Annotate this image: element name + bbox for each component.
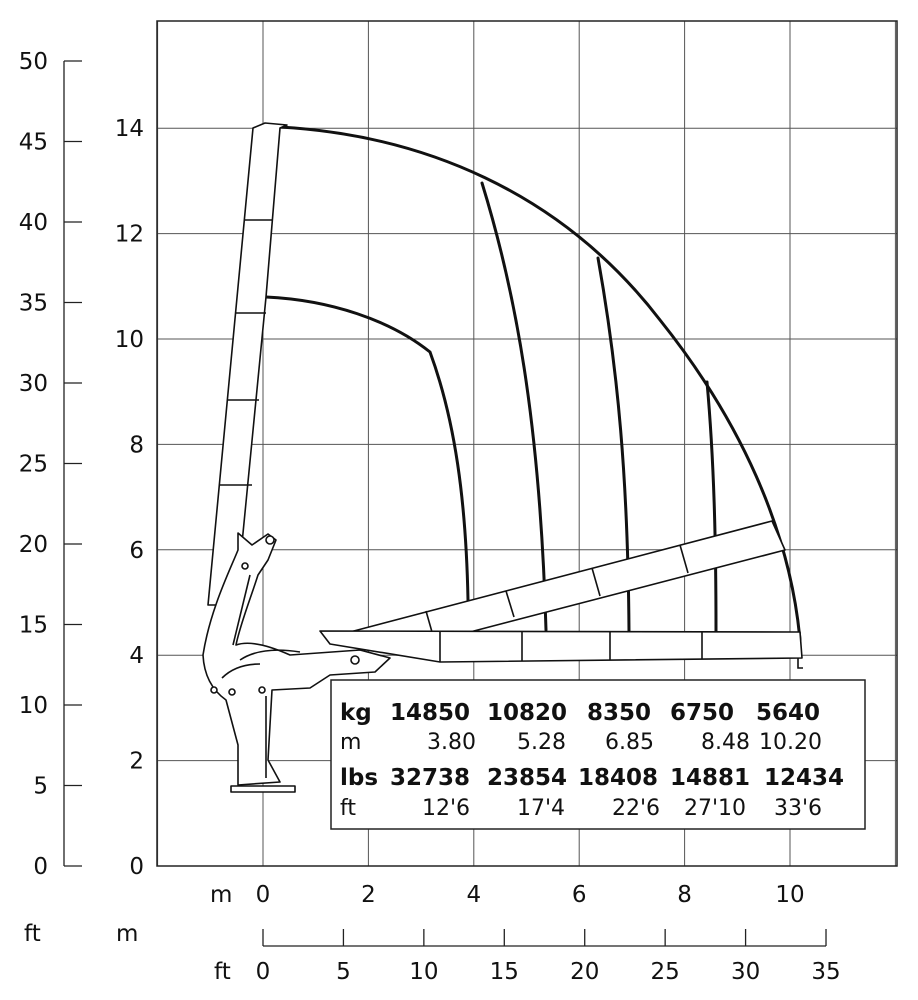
lbs-value: 32738: [390, 765, 470, 791]
envelope-line-5-28m: [480, 181, 548, 632]
kg-value: 8350: [587, 700, 651, 726]
ft-axis-left-tick-label: 10: [19, 693, 48, 719]
m-value: 6.85: [605, 730, 654, 755]
ft-axis-left-tick-label: 0: [33, 854, 48, 880]
m-axis-left-tick-label: 4: [129, 643, 144, 669]
inclined-boom: [349, 520, 786, 633]
crane-foot: [230, 785, 296, 793]
ft-axis-bottom: 0 5 10 15 20 25 30 35: [256, 929, 841, 985]
ft-axis-bottom-tick-label: 10: [409, 959, 438, 985]
ft-axis-left-tick-label: 5: [33, 774, 48, 800]
ft-axis-bottom-tick-label: 30: [731, 959, 760, 985]
m-axis-left-tick-label: 6: [129, 538, 144, 564]
ft-axis-left-tick-label: 30: [19, 371, 48, 397]
m-value: 10.20: [759, 730, 822, 755]
ft-value: 22'6: [612, 796, 660, 821]
crane-column: [202, 532, 391, 786]
m-axis-left-tick-label: 10: [115, 327, 144, 353]
m-axis-left-tick-label: 0: [129, 854, 144, 880]
m-axis-left-tick-label: 8: [129, 432, 144, 458]
ft-axis-left-tick-label: 25: [19, 452, 48, 478]
m-axis-bottom-tick-label: 4: [466, 882, 481, 908]
m-value: 5.28: [517, 730, 566, 755]
ft-axis-left-unit: ft: [24, 921, 41, 947]
m-axis-left-tick-label: 12: [115, 222, 144, 248]
ft-axis-bottom-tick-label: 0: [256, 959, 271, 985]
ft-axis-bottom-tick-label: 25: [651, 959, 680, 985]
lbs-value: 12434: [764, 765, 844, 791]
ft-axis-bottom-tick-label: 15: [490, 959, 519, 985]
chart-frame: [156, 20, 898, 867]
kg-value: 5640: [756, 700, 820, 726]
vertical-boom: [207, 122, 288, 606]
grid: [157, 21, 897, 866]
kg-value: 10820: [487, 700, 567, 726]
envelope-inner-arc: [264, 295, 470, 602]
ft-axis-left-tick-label: 15: [19, 613, 48, 639]
load-table: kg 14850 10820 8350 6750 5640 m 3.80 5.2…: [330, 679, 866, 830]
ft-axis-left-tick-label: 40: [19, 210, 48, 236]
m-axis-left-unit: m: [116, 921, 138, 947]
ft-value: 17'4: [517, 796, 565, 821]
horizontal-boom: [319, 630, 803, 663]
ft-label: ft: [340, 796, 356, 821]
lbs-value: 18408: [578, 765, 658, 791]
m-axis-left-tick-label: 2: [129, 749, 144, 775]
ft-axis-left-tick-label: 50: [19, 49, 48, 75]
kg-label: kg: [340, 700, 372, 726]
m-axis-left-tick-label: 14: [115, 116, 144, 142]
lbs-label: lbs: [340, 765, 378, 791]
m-axis-bottom-tick-label: 0: [256, 882, 271, 908]
load-table-box: [330, 679, 866, 830]
ft-value: 12'6: [422, 796, 470, 821]
ft-axis-left: 0 5 10 15 20 25 30 35 40 45 50: [19, 49, 82, 880]
m-axis-bottom-tick-label: 2: [361, 882, 376, 908]
crane-illustration: [202, 122, 803, 793]
ft-axis-bottom-unit: ft: [214, 959, 231, 985]
ft-axis-bottom-tick-label: 35: [811, 959, 840, 985]
ft-axis-bottom-tick-label: 5: [336, 959, 351, 985]
lbs-value: 23854: [487, 765, 567, 791]
m-axis-bottom-unit: m: [210, 882, 232, 908]
m-axis-bottom-tick-label: 6: [572, 882, 587, 908]
m-axis-bottom-tick-label: 8: [677, 882, 692, 908]
ft-axis-left-tick-label: 35: [19, 291, 48, 317]
kg-value: 6750: [670, 700, 734, 726]
ft-value: 33'6: [774, 796, 822, 821]
kg-value: 14850: [390, 700, 470, 726]
m-axis-left: 0 2 4 6 8 10 12 14: [115, 116, 144, 880]
ft-axis-bottom-tick-label: 20: [570, 959, 599, 985]
ft-axis-left-tick-label: 45: [19, 130, 48, 156]
m-value: 3.80: [427, 730, 476, 755]
envelope-outer-arc: [278, 125, 802, 642]
envelope-line-8-48m: [705, 380, 718, 634]
ft-value: 27'10: [684, 796, 746, 821]
m-value: 8.48: [701, 730, 750, 755]
m-label: m: [340, 730, 361, 755]
ft-axis-left-tick-label: 20: [19, 532, 48, 558]
m-axis-bottom-tick-label: 10: [775, 882, 804, 908]
lbs-value: 14881: [670, 765, 750, 791]
m-axis-bottom: 0 2 4 6 8 10: [256, 882, 805, 908]
